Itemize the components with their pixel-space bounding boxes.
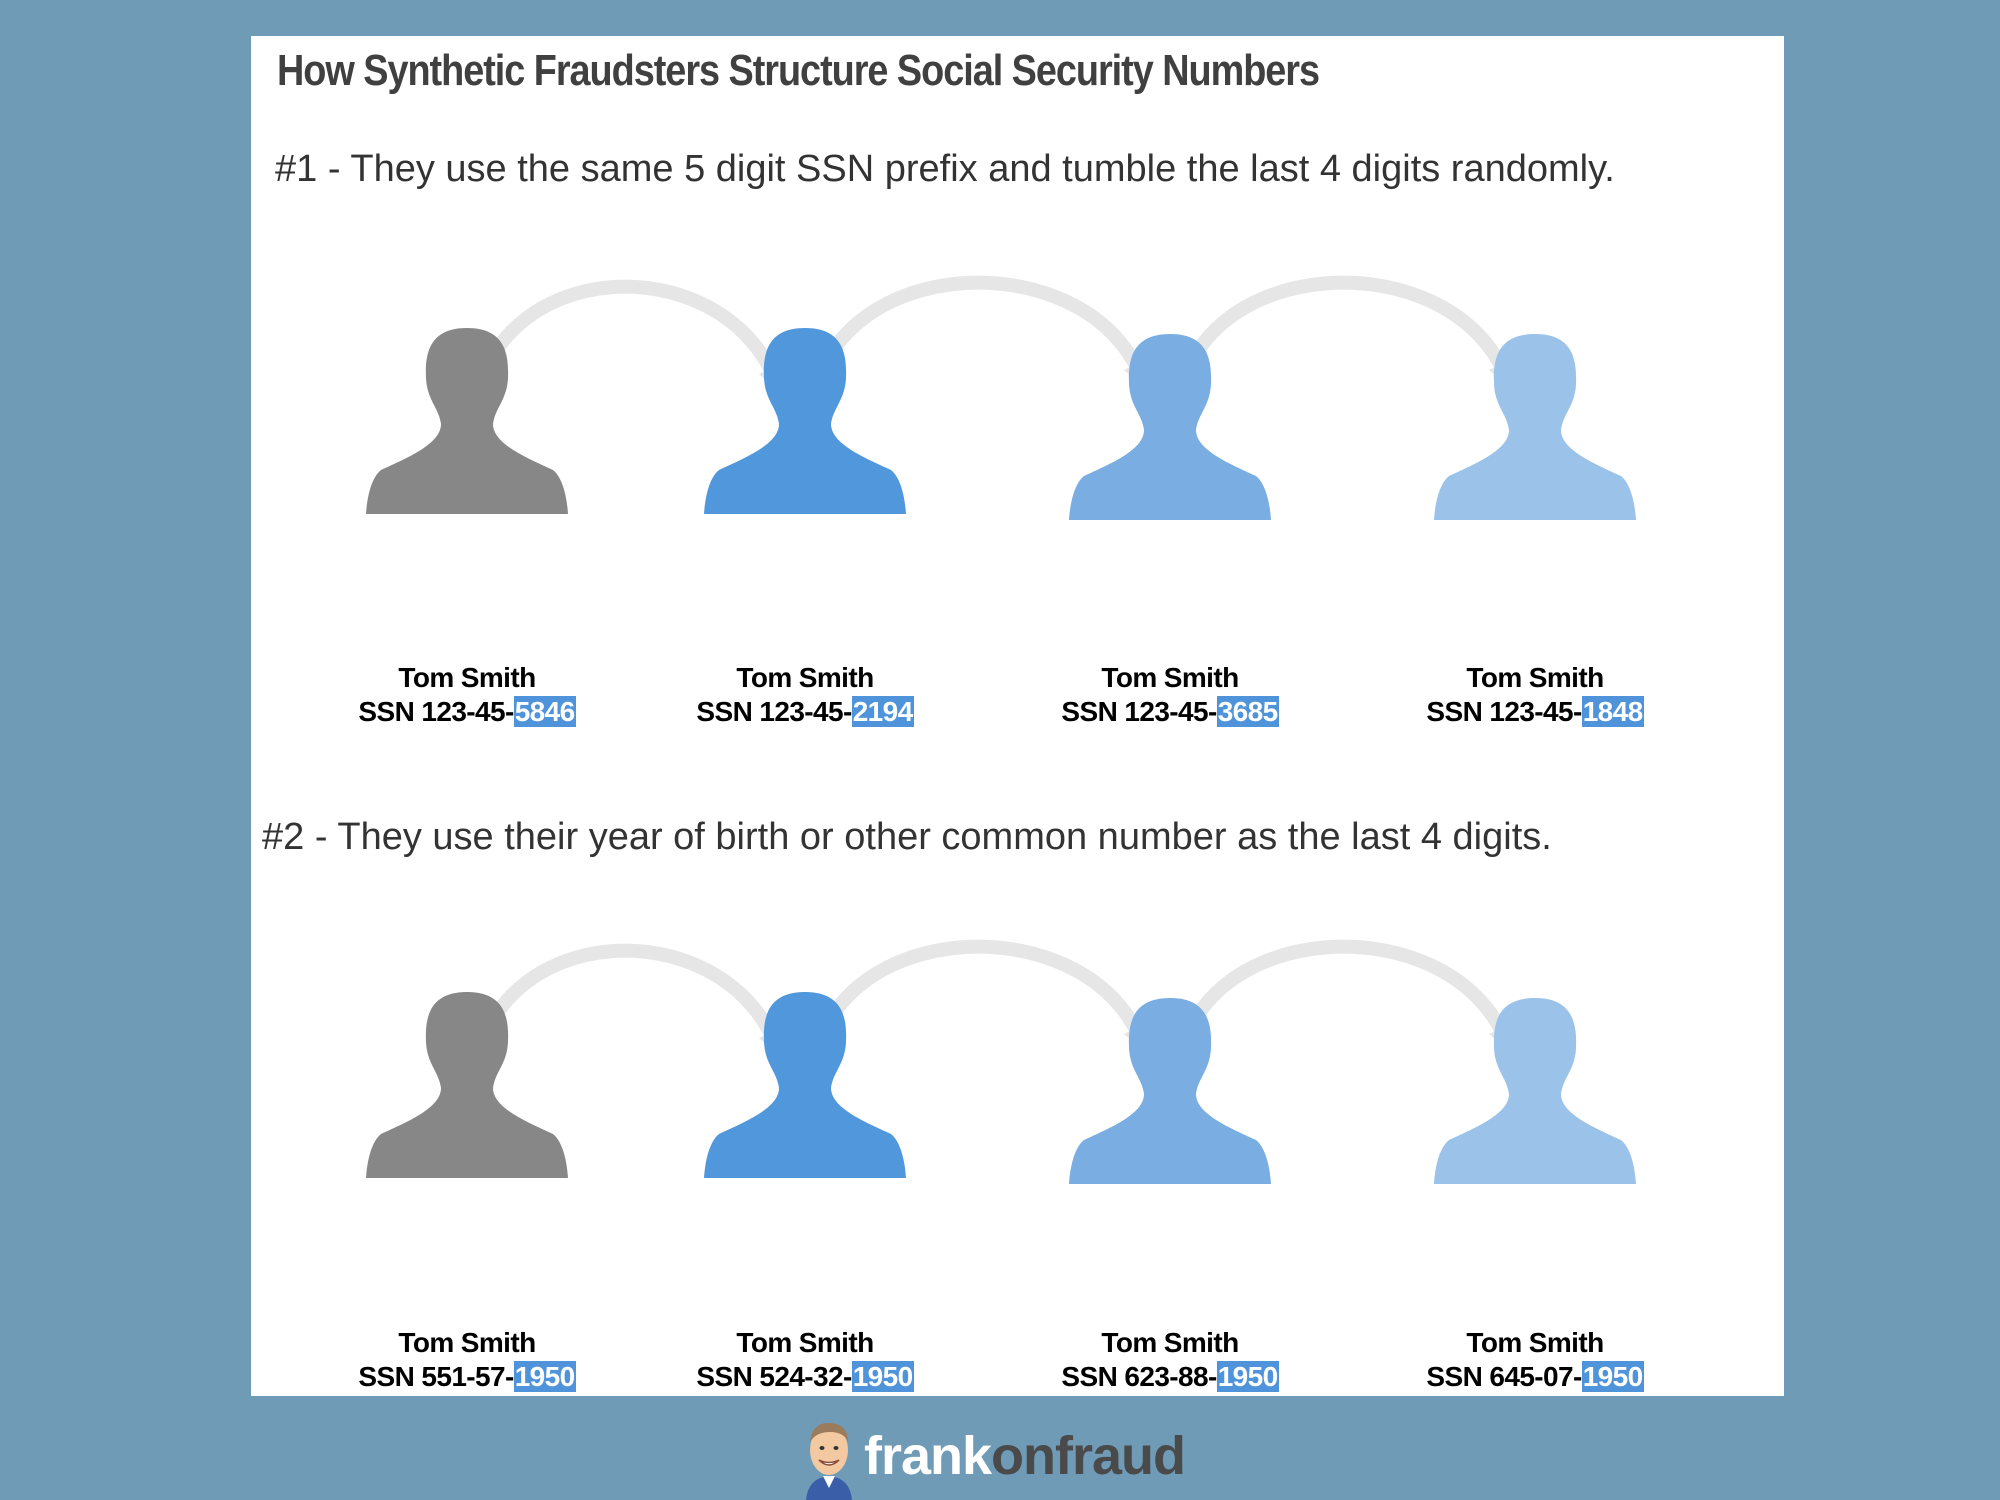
ssn-text: SSN 123-45-5846 xyxy=(317,695,617,729)
ssn-last4-highlight: 5846 xyxy=(513,696,576,727)
section-2-heading: #2 - They use their year of birth or oth… xyxy=(262,816,1552,858)
person-label: Tom Smith SSN 123-45-3685 xyxy=(1020,661,1320,729)
ssn-prefix: SSN 551-57- xyxy=(358,1361,514,1392)
ssn-last4-highlight: 3685 xyxy=(1216,696,1279,727)
person-silhouette-icon xyxy=(1069,334,1271,520)
person-name: Tom Smith xyxy=(398,662,536,693)
person-label: Tom Smith SSN 623-88-1950 xyxy=(1020,1326,1320,1394)
person-label: Tom Smith SSN 123-45-2194 xyxy=(655,661,955,729)
person-name: Tom Smith xyxy=(736,1327,874,1358)
person-silhouette-icon xyxy=(1069,998,1271,1184)
person-name: Tom Smith xyxy=(736,662,874,693)
curved-arrow-icon xyxy=(468,279,799,408)
person-label: Tom Smith SSN 123-45-5846 xyxy=(317,661,617,729)
person-silhouette-icon xyxy=(366,328,568,514)
ssn-prefix: SSN 645-07- xyxy=(1426,1361,1582,1392)
ssn-prefix: SSN 123-45- xyxy=(358,696,514,727)
ssn-prefix: SSN 524-32- xyxy=(696,1361,852,1392)
person-silhouette-icon xyxy=(1434,998,1636,1184)
ssn-text: SSN 123-45-1848 xyxy=(1385,695,1685,729)
ssn-text: SSN 623-88-1950 xyxy=(1020,1360,1320,1394)
footer-logo: frankonfraud xyxy=(800,1412,1186,1500)
person-label: Tom Smith SSN 645-07-1950 xyxy=(1385,1326,1685,1394)
person-name: Tom Smith xyxy=(1101,1327,1239,1358)
person-name: Tom Smith xyxy=(1466,1327,1604,1358)
ssn-last4-highlight: 1950 xyxy=(513,1361,576,1392)
ssn-text: SSN 524-32-1950 xyxy=(655,1360,955,1394)
infographic-card: How Synthetic Fraudsters Structure Socia… xyxy=(251,36,1784,1396)
ssn-last4-highlight: 1950 xyxy=(1581,1361,1644,1392)
curved-arrow-icon xyxy=(806,275,1164,404)
person-name: Tom Smith xyxy=(1466,662,1604,693)
ssn-last4-highlight: 2194 xyxy=(851,696,914,727)
ssn-prefix: SSN 123-45- xyxy=(1426,696,1582,727)
curved-arrow-icon xyxy=(468,943,799,1072)
person-label: Tom Smith SSN 524-32-1950 xyxy=(655,1326,955,1394)
cartoon-man-avatar-icon xyxy=(806,1422,852,1500)
page-title: How Synthetic Fraudsters Structure Socia… xyxy=(277,46,1320,95)
person-label: Tom Smith SSN 123-45-1848 xyxy=(1385,661,1685,729)
brand-part-2: onfraud xyxy=(991,1426,1186,1486)
person-silhouette-icon xyxy=(704,992,906,1178)
section-1-heading: #1 - They use the same 5 digit SSN prefi… xyxy=(275,148,1615,190)
ssn-text: SSN 123-45-3685 xyxy=(1020,695,1320,729)
curved-arrow-icon xyxy=(806,939,1164,1068)
ssn-prefix: SSN 123-45- xyxy=(1061,696,1217,727)
person-label: Tom Smith SSN 551-57-1950 xyxy=(317,1326,617,1394)
ssn-text: SSN 551-57-1950 xyxy=(317,1360,617,1394)
person-silhouette-icon xyxy=(704,328,906,514)
person-name: Tom Smith xyxy=(398,1327,536,1358)
ssn-last4-highlight: 1848 xyxy=(1581,696,1644,727)
curved-arrow-icon xyxy=(1171,275,1529,404)
ssn-last4-highlight: 1950 xyxy=(1216,1361,1279,1392)
person-name: Tom Smith xyxy=(1101,662,1239,693)
ssn-text: SSN 645-07-1950 xyxy=(1385,1360,1685,1394)
ssn-last4-highlight: 1950 xyxy=(851,1361,914,1392)
person-silhouette-icon xyxy=(1434,334,1636,520)
ssn-text: SSN 123-45-2194 xyxy=(655,695,955,729)
curved-arrow-icon xyxy=(1171,939,1529,1068)
brand-wordmark: frankonfraud xyxy=(864,1425,1186,1487)
person-silhouette-icon xyxy=(366,992,568,1178)
brand-part-1: frank xyxy=(864,1426,992,1486)
diagram-canvas xyxy=(366,275,1636,1184)
ssn-prefix: SSN 123-45- xyxy=(696,696,852,727)
ssn-prefix: SSN 623-88- xyxy=(1061,1361,1217,1392)
